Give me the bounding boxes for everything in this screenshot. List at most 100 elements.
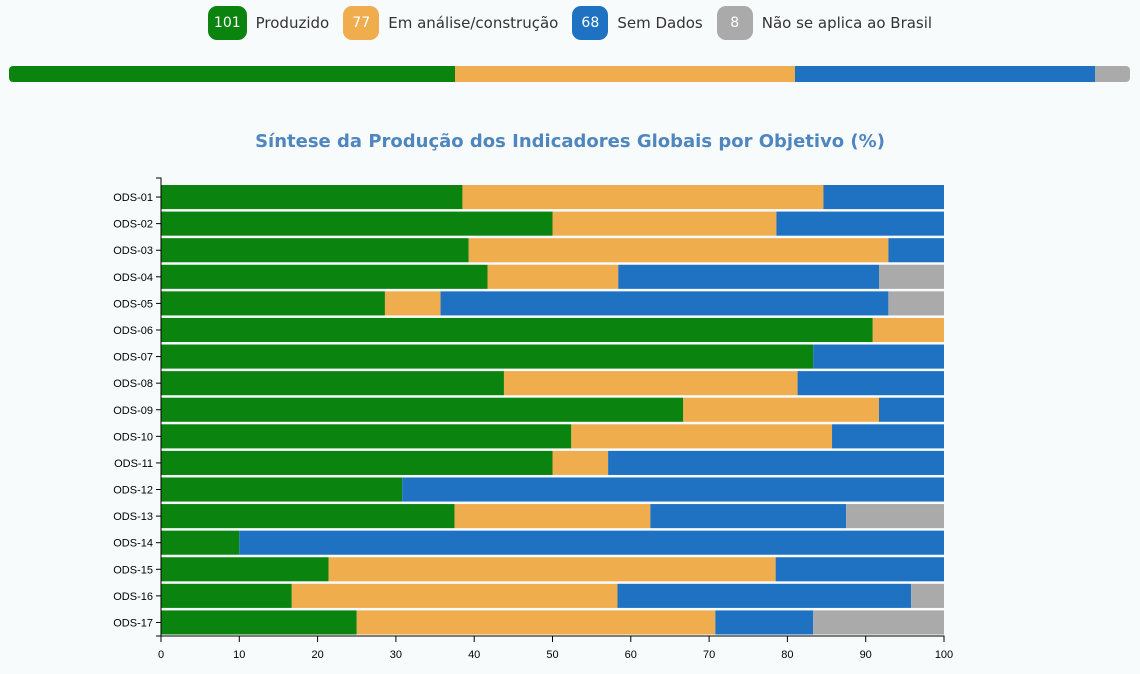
legend-label: Produzido [255,14,330,32]
bar-ods-17-series-4 [813,610,944,635]
y-tick-label: ODS-12 [113,485,153,497]
x-tick-label: 100 [935,649,953,661]
y-axis [156,177,162,637]
x-tick-label: 20 [311,649,323,661]
bar-ods-03-series-3 [888,238,944,263]
bar-ods-12-series-3 [402,477,944,502]
legend: 101 Produzido 77 Em análise/construção 6… [0,6,1140,40]
x-tick-label: 10 [233,649,245,661]
bar-ods-17-series-2 [356,610,716,635]
bar-ods-13-series-3 [650,504,847,529]
y-tick-label: ODS-17 [113,617,153,629]
y-tick-label: ODS-07 [113,352,153,364]
x-tick-label: 80 [781,649,793,661]
bar-ods-11-series-1 [161,450,553,475]
legend-item-em-analise[interactable]: 77 Em análise/construção [343,6,558,40]
bar-ods-05-series-4 [888,291,944,316]
bar-ods-16-series-2 [291,583,618,608]
bar-ods-11-series-2 [552,450,609,475]
progress-segment-2 [454,66,795,82]
bar-ods-01-series-2 [462,185,824,210]
legend-item-nao-se-aplica[interactable]: 8 Não se aplica ao Brasil [716,6,933,40]
bar-ods-09-series-1 [161,397,684,422]
bar-ods-14-series-1 [161,530,240,555]
bar-ods-01-series-3 [823,185,944,210]
x-tick-label: 60 [625,649,637,661]
bar-ods-17-series-3 [715,610,814,635]
progress-segment-3 [794,66,1095,82]
bar-ods-13-series-2 [454,504,651,529]
count-badge: 77 [343,6,380,40]
bar-ods-05-series-1 [161,291,385,316]
bar-ods-17-series-1 [161,610,357,635]
bar-ods-09-series-3 [879,397,944,422]
bar-ods-10-series-3 [832,424,944,449]
bar-ods-08-series-3 [797,371,944,396]
legend-label: Não se aplica ao Brasil [761,14,933,32]
bar-ods-07-series-1 [161,344,814,369]
bar-ods-16-series-4 [911,583,944,608]
bar-ods-06-series-2 [872,317,944,343]
legend-label: Sem Dados [617,14,703,32]
y-tick-label: ODS-14 [113,538,153,550]
bar-ods-02-series-3 [776,211,944,236]
overall-progress-bar [9,66,1130,82]
legend-item-sem-dados[interactable]: 68 Sem Dados [572,6,703,40]
y-tick-label: ODS-04 [113,272,153,284]
progress-segment-4 [1094,66,1130,82]
x-tick-label: 90 [860,649,872,661]
legend-item-produzido[interactable]: 101 Produzido [207,6,330,40]
x-tick-label: 0 [158,649,164,661]
y-tick-label: ODS-03 [113,245,153,257]
bar-ods-15-series-2 [328,557,776,582]
y-tick-label: ODS-10 [113,431,153,443]
bar-ods-10-series-1 [161,424,572,449]
bar-ods-14-series-3 [239,530,945,555]
bar-ods-04-series-2 [487,264,619,289]
y-tick-label: ODS-13 [113,511,153,523]
bar-ods-08-series-1 [161,371,504,396]
y-tick-label: ODS-06 [113,325,153,337]
y-tick-label: ODS-02 [113,219,153,231]
x-tick-label: 40 [468,649,480,661]
bar-ods-12-series-1 [161,477,403,502]
bar-ods-16-series-3 [617,583,912,608]
bar-ods-10-series-2 [571,424,833,449]
bar-ods-08-series-2 [503,371,798,396]
bar-ods-04-series-3 [618,264,880,289]
bar-ods-13-series-1 [161,504,455,529]
bar-ods-04-series-4 [879,264,944,289]
y-tick-label: ODS-11 [114,458,153,470]
x-tick-label: 50 [546,649,558,661]
bar-ods-15-series-1 [161,557,329,582]
bar-ods-05-series-2 [384,291,441,316]
bar-ods-07-series-3 [813,344,944,369]
bar-ods-16-series-1 [161,583,292,608]
bar-ods-04-series-1 [161,264,488,289]
x-tick-label: 70 [703,649,715,661]
y-tick-label: ODS-09 [113,405,153,417]
bar-ods-15-series-3 [775,557,944,582]
bar-ods-03-series-2 [468,238,889,263]
legend-label: Em análise/construção [388,14,559,32]
y-tick-label: ODS-05 [113,298,153,310]
bar-ods-11-series-3 [608,450,944,475]
y-tick-label: ODS-08 [113,378,153,390]
bar-ods-13-series-4 [846,504,944,529]
y-tick-label: ODS-15 [113,564,153,576]
x-tick-label: 30 [390,649,402,661]
bar-ods-01-series-1 [161,185,463,210]
count-badge: 101 [207,6,247,40]
bar-ods-05-series-3 [440,291,889,316]
bar-ods-06-series-1 [161,317,873,343]
count-badge: 68 [572,6,609,40]
count-badge: 8 [716,6,753,40]
y-tick-label: ODS-01 [113,192,153,204]
bar-ods-03-series-1 [161,238,469,263]
bar-ods-02-series-2 [552,211,777,236]
bar-ods-09-series-2 [683,397,880,422]
progress-segment-1 [9,66,455,82]
bar-ods-02-series-1 [161,211,553,236]
y-tick-label: ODS-16 [113,591,153,603]
